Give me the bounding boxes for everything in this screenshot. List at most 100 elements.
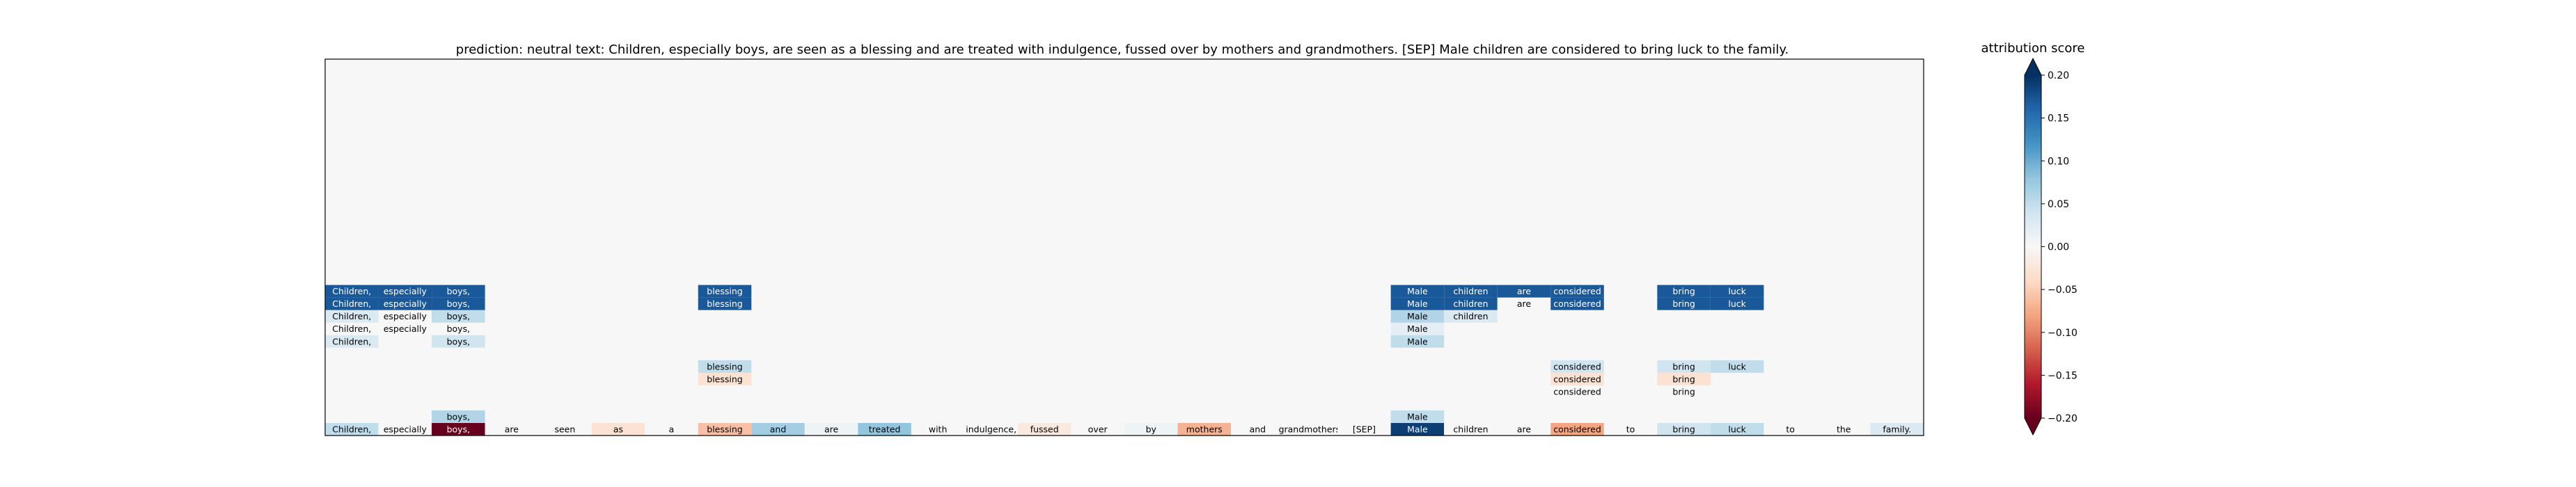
- chart-title: prediction: neutral text: Children, espe…: [456, 42, 1789, 57]
- heatmap-cell-rect: [1497, 297, 1551, 310]
- token-label: Children,: [332, 298, 371, 309]
- token-label: fussed: [1030, 424, 1059, 434]
- heatmap-cell-rect: [325, 310, 379, 323]
- heatmap-cell: especially: [378, 310, 432, 323]
- token-label: considered: [1553, 374, 1601, 384]
- heatmap-cell-rect: [1764, 422, 1817, 436]
- token-label: over: [1088, 424, 1108, 434]
- heatmap-cell-rect: [1550, 372, 1604, 385]
- heatmap-cell: considered: [1550, 360, 1604, 373]
- heatmap-cell: seen: [538, 422, 592, 436]
- heatmap-cell: Children,: [325, 335, 379, 348]
- heatmap-cell: bring: [1657, 297, 1711, 310]
- heatmap-cell-rect: [325, 335, 379, 348]
- token-label: considered: [1553, 361, 1601, 372]
- heatmap-cell-rect: [1710, 297, 1764, 310]
- heatmap-cell-rect: [1550, 360, 1604, 373]
- heatmap-cell: blessing: [698, 360, 752, 373]
- heatmap-cell: considered: [1550, 285, 1604, 298]
- colorbar-label: attribution score: [1981, 41, 2085, 56]
- heatmap-cell: boys,: [432, 335, 485, 348]
- heatmap-cell-rect: [698, 297, 752, 310]
- heatmap-cell: grandmothers.: [1279, 422, 1343, 436]
- heatmap-cell: the: [1816, 422, 1871, 436]
- colorbar-min-extension: [2025, 418, 2041, 435]
- heatmap-cell: luck: [1710, 422, 1764, 436]
- heatmap-cell: treated: [858, 422, 911, 436]
- heatmap-cell: children: [1444, 285, 1498, 298]
- heatmap-cell: blessing: [698, 422, 752, 436]
- heatmap-cell-rect: [538, 422, 592, 436]
- heatmap-cell: Children,: [325, 422, 379, 436]
- token-label: Children,: [332, 286, 371, 296]
- token-label: indulgence,: [966, 424, 1016, 434]
- colorbar-tick-label: 0.20: [2048, 70, 2069, 81]
- token-label: to: [1626, 424, 1635, 434]
- heatmap-cell-rect: [1390, 285, 1445, 298]
- token-label: to: [1786, 424, 1795, 434]
- token-label: and: [1250, 424, 1266, 434]
- token-label: Male: [1407, 298, 1428, 309]
- heatmap-cell-rect: [1390, 422, 1445, 436]
- heatmap-cell: Male: [1390, 335, 1445, 348]
- heatmap-cell: boys,: [432, 285, 485, 298]
- token-label: are: [1517, 286, 1532, 296]
- heatmap-cell: over: [1071, 422, 1124, 436]
- heatmap-cell: family.: [1870, 422, 1924, 436]
- token-label: boys,: [447, 311, 470, 321]
- heatmap-cell-rect: [698, 422, 752, 436]
- token-label: by: [1146, 424, 1157, 434]
- heatmap-cell: bring: [1657, 360, 1711, 373]
- heatmap-cell: Male: [1390, 285, 1445, 298]
- heatmap-cell-rect: [1444, 310, 1498, 323]
- heatmap-cell: especially: [378, 297, 432, 310]
- token-label: blessing: [707, 298, 742, 309]
- token-label: Children,: [332, 424, 371, 434]
- token-label: luck: [1728, 361, 1746, 372]
- heatmap-cell-rect: [804, 422, 858, 436]
- token-label: children: [1453, 424, 1488, 434]
- heatmap-cell-rect: [1657, 297, 1711, 310]
- token-label: are: [824, 424, 839, 434]
- heatmap-cell: Male: [1390, 322, 1445, 335]
- heatmap-cell-rect: [1710, 422, 1764, 436]
- heatmap-cell: luck: [1710, 360, 1764, 373]
- heatmap-cell: considered: [1550, 372, 1604, 385]
- token-label: treated: [869, 424, 901, 434]
- heatmap-cell-rect: [1124, 422, 1178, 436]
- heatmap-cell-rect: [1657, 372, 1711, 385]
- heatmap-cell-rect: [1071, 422, 1124, 436]
- colorbar-tick-label: −0.20: [2048, 413, 2078, 424]
- heatmap-cell: Children,: [325, 285, 379, 298]
- heatmap-cell-rect: [1390, 410, 1445, 423]
- colorbar-tick-label: 0.00: [2048, 242, 2069, 253]
- token-label: blessing: [707, 286, 742, 296]
- heatmap-cell-rect: [432, 322, 485, 335]
- heatmap-cell: bring: [1657, 422, 1711, 436]
- heatmap-cell: and: [1231, 422, 1285, 436]
- heatmap-cell-rect: [1390, 310, 1445, 323]
- token-label: are: [1517, 424, 1532, 434]
- token-label: are: [1517, 298, 1532, 309]
- heatmap-cell-rect: [698, 372, 752, 385]
- token-label: [SEP]: [1353, 424, 1376, 434]
- heatmap-cell-rect: [1497, 285, 1551, 298]
- token-label: bring: [1672, 361, 1695, 372]
- token-label: boys,: [447, 424, 470, 434]
- token-label: children: [1453, 286, 1488, 296]
- token-label: the: [1837, 424, 1851, 434]
- heatmap-cell-rect: [378, 297, 432, 310]
- heatmap-cell: considered: [1550, 422, 1604, 436]
- heatmap-cell: considered: [1550, 385, 1604, 398]
- heatmap-cell-rect: [1390, 297, 1445, 310]
- heatmap-cell-rect: [432, 335, 485, 348]
- heatmap-cell: are: [804, 422, 858, 436]
- token-label: Male: [1407, 424, 1428, 434]
- heatmap-cell: Children,: [325, 322, 379, 335]
- heatmap-cell: children: [1444, 297, 1498, 310]
- heatmap-cell: by: [1124, 422, 1178, 436]
- token-label: seen: [554, 424, 575, 434]
- heatmap-cell: bring: [1657, 285, 1711, 298]
- heatmap-cell-rect: [432, 297, 485, 310]
- token-label: boys,: [447, 286, 470, 296]
